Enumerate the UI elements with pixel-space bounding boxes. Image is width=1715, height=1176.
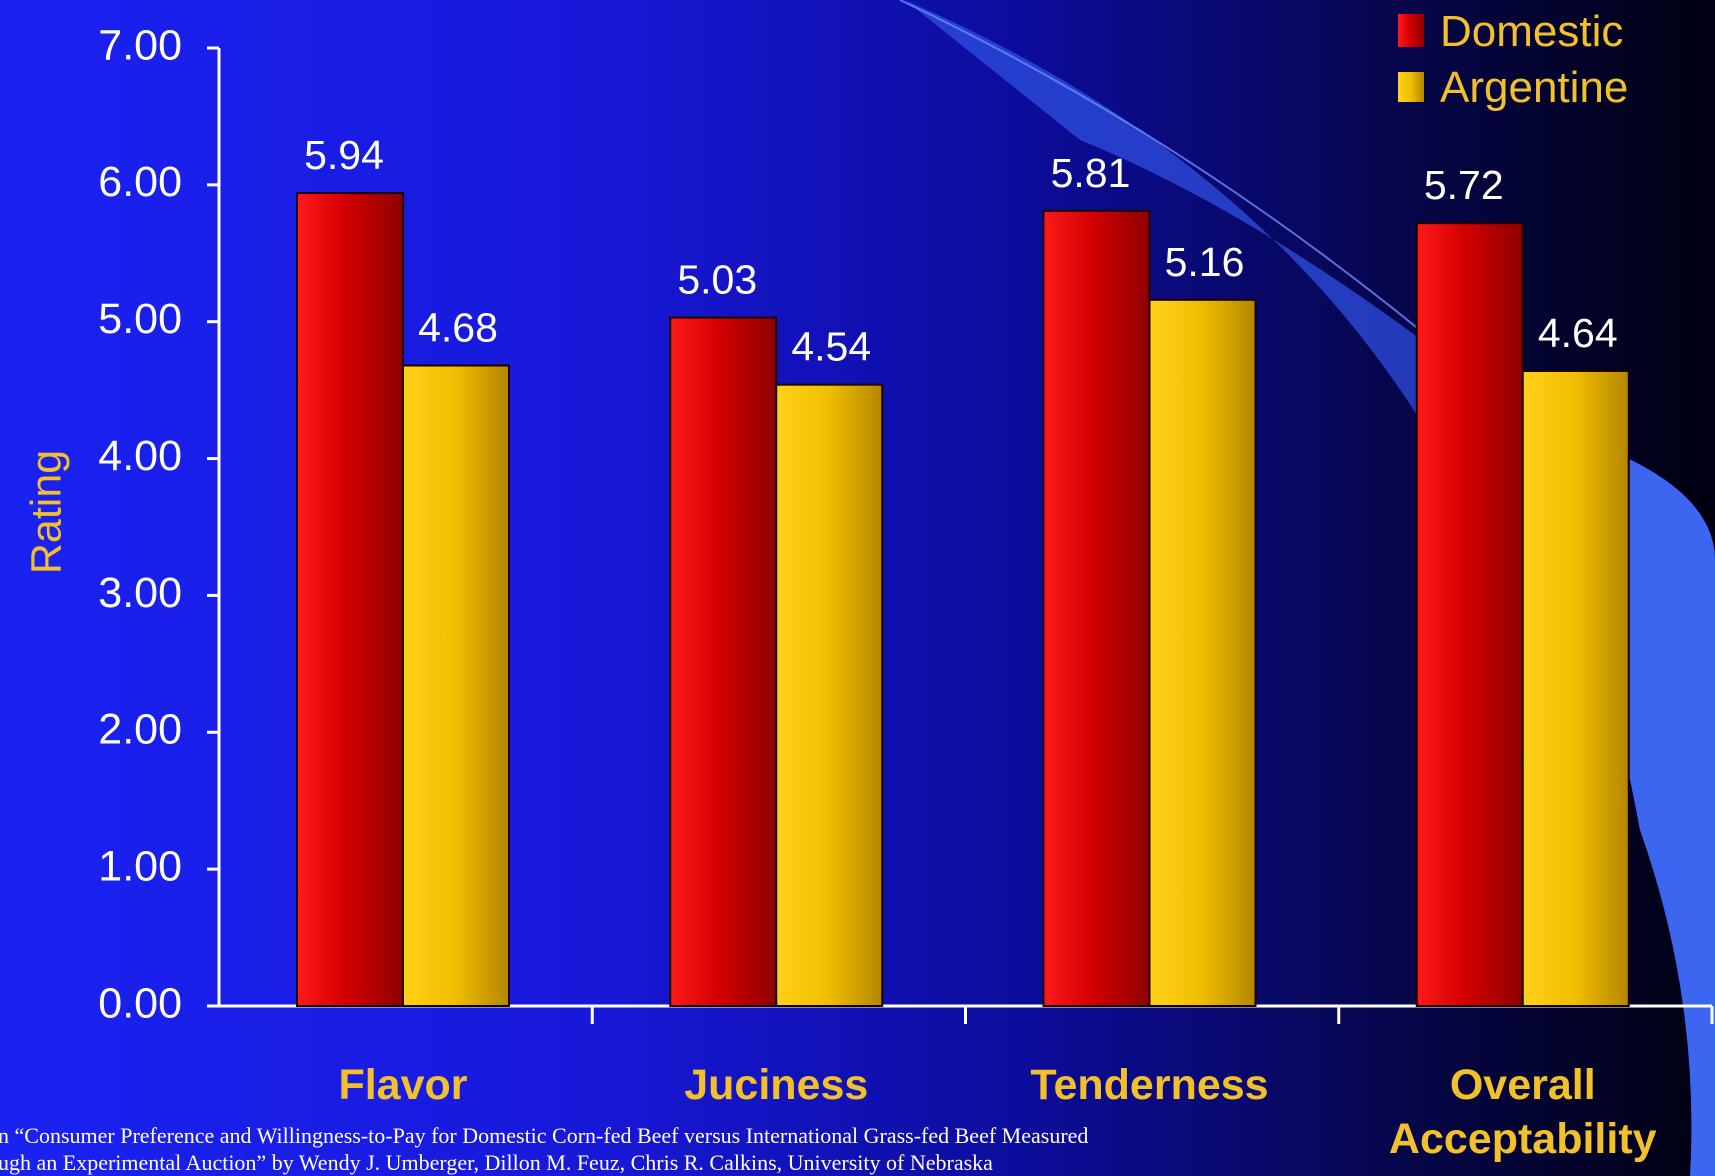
category-label-flavor: Flavor (338, 1061, 467, 1109)
bar-domestic-juciness (669, 316, 778, 1007)
data-label-argentine: 4.68 (418, 305, 498, 351)
bar-domestic-overall-acceptability (1415, 222, 1524, 1008)
y-tick-label: 0.00 (98, 979, 182, 1027)
y-axis-ticks: 0.00 1.00 2.00 3.00 4.00 5.00 6.00 7.00 (98, 21, 219, 1027)
y-tick-label: 5.00 (98, 295, 182, 343)
category-label-tenderness: Tenderness (1030, 1061, 1268, 1109)
legend: Domestic Argentine (1398, 7, 1628, 112)
bar-argentine-overall-acceptability (1521, 369, 1630, 1007)
y-tick-label: 1.00 (98, 843, 182, 891)
legend-swatch-argentine (1398, 72, 1424, 102)
bar-domestic-flavor (296, 192, 404, 1008)
bars (296, 192, 1630, 1008)
value-labels: 5.94 5.03 5.81 5.72 4.68 4.54 5.16 4.64 (304, 132, 1618, 370)
x-axis-ticks (590, 1006, 1714, 1024)
data-label-domestic: 5.03 (677, 257, 757, 303)
source-citation-line-2: ugh an Experimental Auction” by Wendy J.… (0, 1150, 993, 1175)
category-label-juciness: Juciness (684, 1061, 868, 1109)
data-label-argentine: 4.64 (1538, 310, 1618, 356)
category-label-overall: Overall (1450, 1061, 1596, 1109)
y-axis-label: Rating (22, 450, 70, 574)
data-label-domestic: 5.94 (304, 132, 384, 178)
source-citation-line-1: n “Consumer Preference and Willingness-t… (0, 1123, 1089, 1148)
y-tick-label: 3.00 (98, 569, 182, 617)
legend-label-domestic: Domestic (1440, 7, 1623, 56)
data-label-domestic: 5.72 (1424, 162, 1504, 208)
source-citation: n “Consumer Preference and Willingness-t… (0, 1122, 1338, 1176)
category-label-acceptability: Acceptability (1389, 1115, 1657, 1163)
legend-item-domestic: Domestic (1398, 7, 1623, 56)
data-label-argentine: 5.16 (1165, 239, 1245, 285)
y-tick-label: 2.00 (98, 706, 182, 754)
bar-domestic-tenderness (1042, 209, 1151, 1008)
legend-label-argentine: Argentine (1440, 63, 1628, 112)
data-label-argentine: 4.54 (791, 324, 871, 370)
bar-argentine-flavor (402, 364, 510, 1008)
bar-argentine-juciness (775, 383, 884, 1007)
legend-item-argentine: Argentine (1398, 63, 1628, 112)
y-tick-label: 7.00 (98, 21, 182, 69)
data-label-domestic: 5.81 (1051, 150, 1131, 196)
category-labels: Flavor Juciness Tenderness Overall Acceptabi… (338, 1061, 1656, 1163)
y-tick-label: 6.00 (98, 158, 182, 206)
legend-swatch-domestic (1398, 14, 1424, 47)
y-tick-label: 4.00 (98, 432, 182, 480)
bar-argentine-tenderness (1148, 298, 1257, 1007)
